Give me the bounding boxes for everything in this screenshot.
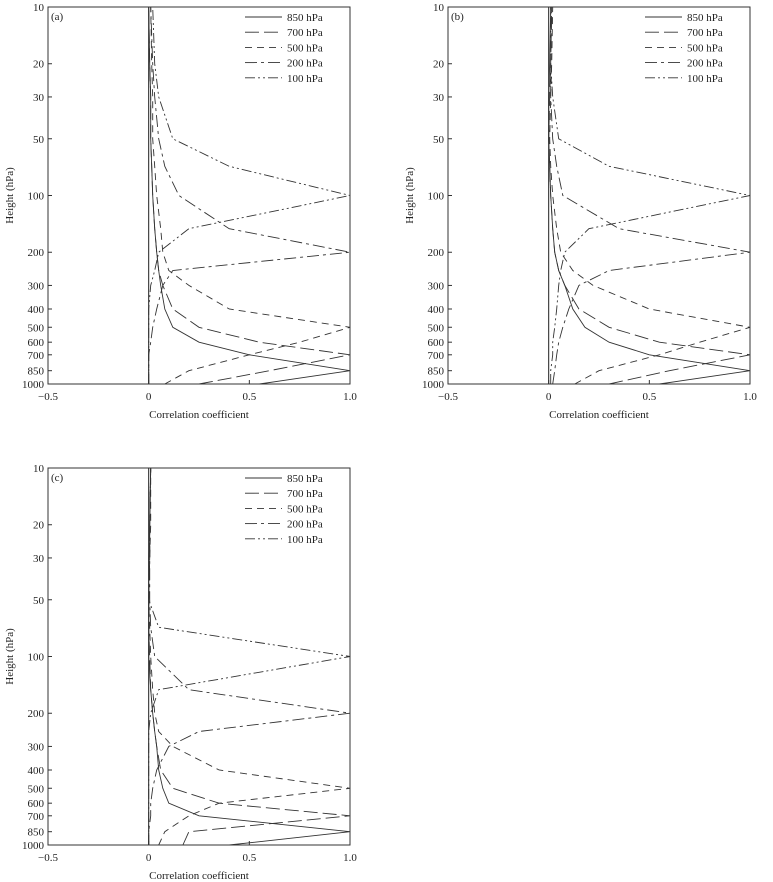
panel-label: (b) bbox=[451, 11, 464, 23]
y-tick-label: 400 bbox=[28, 304, 45, 316]
legend-label: 700 hPa bbox=[287, 27, 323, 39]
y-tick-label: 10 bbox=[33, 463, 45, 475]
x-tick-label: −0.5 bbox=[38, 852, 58, 864]
y-tick-label: 850 bbox=[428, 366, 445, 378]
y-tick-label: 400 bbox=[28, 765, 45, 777]
legend-label: 700 hPa bbox=[287, 488, 323, 500]
y-tick-label: 100 bbox=[28, 652, 45, 664]
y-tick-label: 1000 bbox=[422, 379, 445, 391]
y-tick-label: 1000 bbox=[22, 379, 45, 391]
y-tick-label: 30 bbox=[33, 553, 45, 565]
y-tick-label: 100 bbox=[428, 191, 445, 203]
y-tick-label: 100 bbox=[28, 191, 45, 203]
series-line-700-hpa bbox=[148, 6, 351, 385]
x-tick-label: 1.0 bbox=[343, 391, 357, 403]
y-tick-label: 700 bbox=[28, 350, 45, 362]
x-tick-label: 0 bbox=[546, 391, 552, 403]
y-tick-label: 10 bbox=[433, 2, 445, 14]
y-axis-label: Height (hPa) bbox=[404, 167, 416, 224]
series-line-200-hpa bbox=[148, 467, 351, 845]
y-tick-label: 600 bbox=[28, 337, 45, 349]
panel-label: (c) bbox=[51, 472, 64, 484]
y-tick-label: 850 bbox=[28, 366, 45, 378]
y-tick-label: 200 bbox=[28, 708, 45, 720]
x-axis-label: Correlation coefficient bbox=[549, 409, 649, 421]
y-tick-label: 600 bbox=[428, 337, 445, 349]
y-tick-label: 50 bbox=[433, 134, 445, 146]
y-tick-label: 700 bbox=[28, 811, 45, 823]
x-tick-label: 0.5 bbox=[642, 391, 656, 403]
legend-label: 200 hPa bbox=[687, 58, 723, 70]
x-axis-label: Correlation coefficient bbox=[149, 870, 249, 882]
panel-label: (a) bbox=[51, 11, 64, 23]
x-tick-label: 0.5 bbox=[242, 852, 256, 864]
legend-label: 200 hPa bbox=[287, 58, 323, 70]
y-tick-label: 20 bbox=[33, 59, 45, 71]
x-axis-label: Correlation coefficient bbox=[149, 409, 249, 421]
y-tick-label: 20 bbox=[33, 520, 45, 532]
series-line-200-hpa bbox=[550, 6, 751, 385]
y-tick-label: 200 bbox=[28, 247, 45, 259]
legend-label: 700 hPa bbox=[687, 27, 723, 39]
legend-label: 500 hPa bbox=[287, 503, 323, 515]
x-tick-label: −0.5 bbox=[38, 391, 58, 403]
legend-label: 100 hPa bbox=[287, 534, 323, 546]
y-tick-label: 300 bbox=[28, 280, 45, 292]
y-tick-label: 10 bbox=[33, 2, 45, 14]
legend-label: 100 hPa bbox=[687, 73, 723, 85]
legend-label: 100 hPa bbox=[287, 73, 323, 85]
y-tick-label: 500 bbox=[28, 783, 45, 795]
y-tick-label: 300 bbox=[428, 280, 445, 292]
x-tick-label: 1.0 bbox=[343, 852, 357, 864]
y-tick-label: 1000 bbox=[22, 840, 45, 852]
legend-label: 500 hPa bbox=[687, 42, 723, 54]
series-line-100-hpa bbox=[148, 467, 351, 845]
y-tick-label: 200 bbox=[428, 247, 445, 259]
legend-label: 850 hPa bbox=[287, 12, 323, 24]
y-axis-label: Height (hPa) bbox=[4, 628, 16, 685]
y-tick-label: 600 bbox=[28, 798, 45, 810]
y-tick-label: 50 bbox=[33, 595, 45, 607]
y-tick-label: 30 bbox=[33, 92, 45, 104]
x-tick-label: −0.5 bbox=[438, 391, 458, 403]
y-tick-label: 400 bbox=[428, 304, 445, 316]
y-axis-label: Height (hPa) bbox=[4, 167, 16, 224]
legend-label: 200 hPa bbox=[287, 519, 323, 531]
series-line-500-hpa bbox=[549, 6, 751, 385]
y-tick-label: 300 bbox=[28, 741, 45, 753]
y-tick-label: 850 bbox=[28, 827, 45, 839]
series-line-700-hpa bbox=[548, 6, 751, 385]
series-line-100-hpa bbox=[148, 6, 351, 384]
y-tick-label: 500 bbox=[28, 322, 45, 334]
series-line-100-hpa bbox=[550, 7, 751, 384]
y-tick-label: 20 bbox=[433, 59, 445, 71]
legend-label: 500 hPa bbox=[287, 42, 323, 54]
series-line-500-hpa bbox=[150, 6, 351, 385]
y-tick-label: 500 bbox=[428, 322, 445, 334]
y-tick-label: 30 bbox=[433, 92, 445, 104]
series-line-850-hpa bbox=[548, 6, 751, 385]
legend-label: 850 hPa bbox=[287, 473, 323, 485]
series-line-200-hpa bbox=[148, 6, 351, 384]
x-tick-label: 0 bbox=[146, 852, 152, 864]
x-tick-label: 1.0 bbox=[743, 391, 757, 403]
y-tick-label: 700 bbox=[428, 350, 445, 362]
legend-label: 850 hPa bbox=[687, 12, 723, 24]
x-tick-label: 0.5 bbox=[242, 391, 256, 403]
x-tick-label: 0 bbox=[146, 391, 152, 403]
y-tick-label: 50 bbox=[33, 134, 45, 146]
